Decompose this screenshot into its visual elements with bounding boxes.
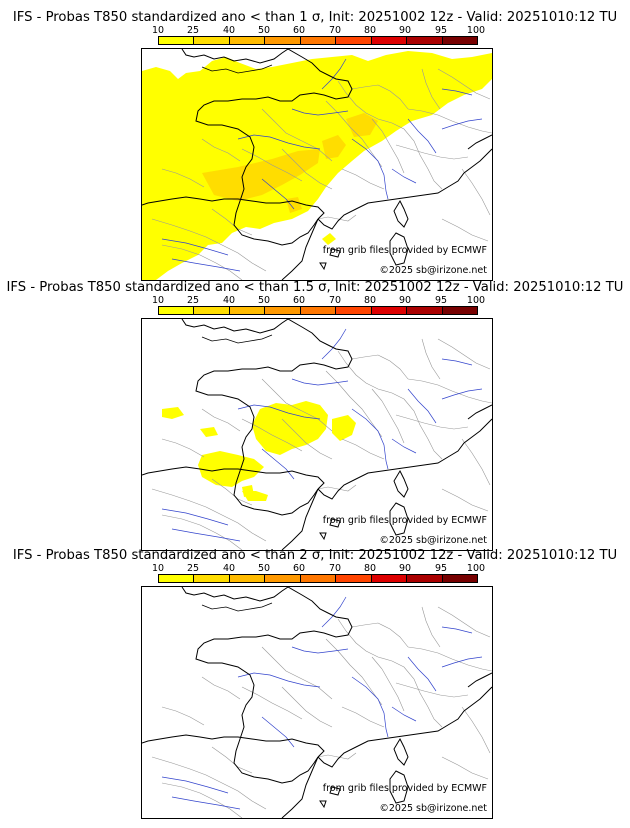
tick-label: 25 [186, 25, 200, 36]
map-canvas [142, 319, 492, 550]
colorbar-ticks: 10 25 40 50 60 70 80 90 95 100 [140, 295, 490, 306]
tick-label: 50 [257, 295, 271, 306]
tick-label: 40 [222, 25, 236, 36]
colorbar-segment [194, 37, 230, 44]
colorbar-segment [300, 37, 337, 44]
colorbar-segment [371, 575, 408, 582]
tick-label: 90 [398, 295, 412, 306]
tick-label: 10 [151, 563, 165, 574]
tick-label: 10 [151, 25, 165, 36]
colorbar-segment [300, 307, 337, 314]
tick-label: 95 [434, 563, 448, 574]
copyright-credit: ©2025 sb@irizone.net [379, 535, 487, 546]
tick-label: 70 [328, 563, 342, 574]
colorbar-segment [371, 37, 408, 44]
panel-title: IFS - Probas T850 standardized ano < tha… [12, 10, 618, 25]
panel-3: IFS - Probas T850 standardized ano < tha… [0, 548, 630, 819]
colorbar-segment [300, 575, 337, 582]
colorbar-segment [442, 37, 477, 44]
tick-label: 50 [257, 563, 271, 574]
colorbar-segment [371, 307, 408, 314]
colorbar-segment [229, 37, 266, 44]
tick-label: 100 [466, 25, 486, 36]
tick-label: 60 [292, 295, 306, 306]
panel-title: IFS - Probas T850 standardized ano < tha… [12, 548, 618, 563]
tick-label: 25 [186, 295, 200, 306]
probability-field [162, 401, 356, 501]
colorbar-segment [159, 37, 195, 44]
probability-field [142, 51, 492, 280]
panel-1: IFS - Probas T850 standardized ano < tha… [0, 10, 630, 281]
tick-label: 80 [363, 295, 377, 306]
panel-title: IFS - Probas T850 standardized ano < tha… [6, 280, 624, 295]
tick-label: 60 [292, 563, 306, 574]
map-frame: from grib files provided by ECMWF ©2025 … [141, 586, 493, 819]
colorbar-segment [194, 307, 230, 314]
colorbar-segment [159, 575, 195, 582]
colorbar-segment [407, 307, 443, 314]
map-frame: from grib files provided by ECMWF ©2025 … [141, 48, 493, 281]
tick-label: 90 [398, 25, 412, 36]
colorbar-segment [229, 575, 266, 582]
tick-label: 50 [257, 25, 271, 36]
data-source-credit: from grib files provided by ECMWF [322, 245, 487, 256]
colorbar-ticks: 10 25 40 50 60 70 80 90 95 100 [140, 563, 490, 574]
colorbar-segment [442, 307, 477, 314]
tick-label: 40 [222, 295, 236, 306]
tick-label: 80 [363, 25, 377, 36]
tick-label: 70 [328, 25, 342, 36]
colorbar [158, 36, 478, 45]
colorbar-segment [265, 37, 301, 44]
colorbar-ticks: 10 25 40 50 60 70 80 90 95 100 [140, 25, 490, 36]
tick-label: 70 [328, 295, 342, 306]
colorbar-segment [336, 37, 372, 44]
copyright-credit: ©2025 sb@irizone.net [379, 265, 487, 276]
tick-label: 90 [398, 563, 412, 574]
tick-label: 100 [466, 563, 486, 574]
tick-label: 60 [292, 25, 306, 36]
colorbar-segment [407, 37, 443, 44]
colorbar-segment [265, 307, 301, 314]
colorbar [158, 306, 478, 315]
tick-label: 10 [151, 295, 165, 306]
tick-label: 80 [363, 563, 377, 574]
colorbar-segment [336, 307, 372, 314]
tick-label: 40 [222, 563, 236, 574]
tick-label: 25 [186, 563, 200, 574]
panel-2: IFS - Probas T850 standardized ano < tha… [0, 280, 630, 551]
map-canvas [142, 49, 492, 280]
colorbar [158, 574, 478, 583]
copyright-credit: ©2025 sb@irizone.net [379, 803, 487, 814]
tick-label: 95 [434, 25, 448, 36]
data-source-credit: from grib files provided by ECMWF [322, 783, 487, 794]
tick-label: 100 [466, 295, 486, 306]
colorbar-segment [265, 575, 301, 582]
colorbar-segment [159, 307, 195, 314]
data-source-credit: from grib files provided by ECMWF [322, 515, 487, 526]
tick-label: 95 [434, 295, 448, 306]
colorbar-segment [442, 575, 477, 582]
colorbar-segment [407, 575, 443, 582]
colorbar-segment [194, 575, 230, 582]
colorbar-segment [336, 575, 372, 582]
map-frame: from grib files provided by ECMWF ©2025 … [141, 318, 493, 551]
colorbar-segment [229, 307, 266, 314]
